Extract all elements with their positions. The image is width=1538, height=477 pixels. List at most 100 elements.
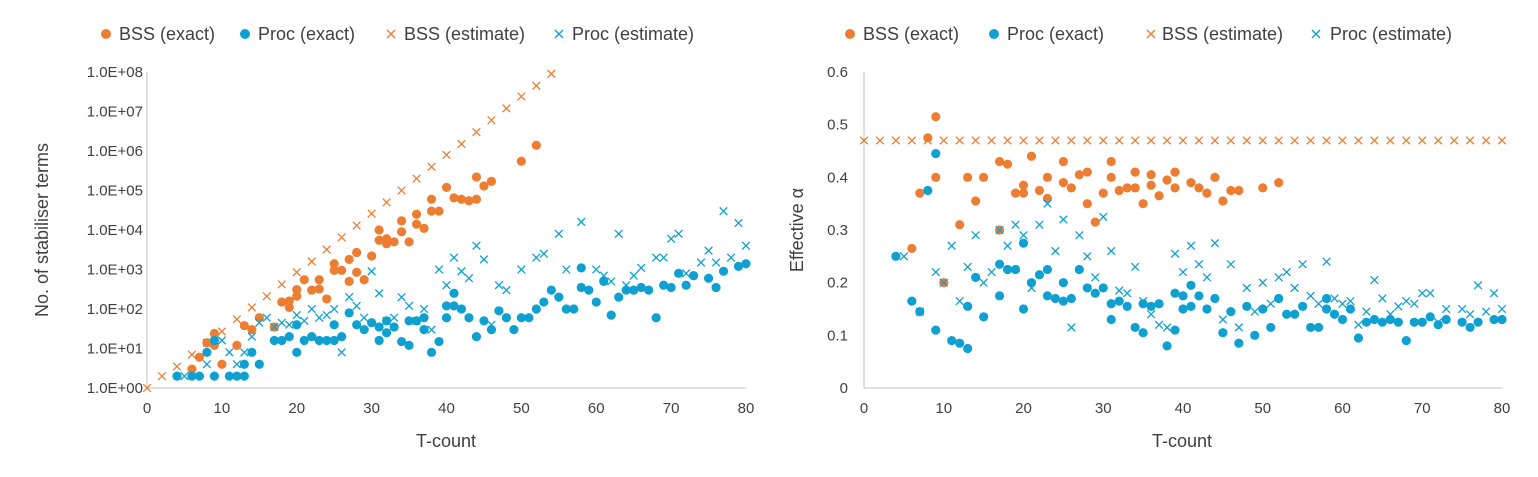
- proc-estimate-point: [299, 316, 309, 326]
- bss-exact-point: [1106, 172, 1116, 182]
- bss-exact-point: [471, 172, 482, 182]
- proc-estimate-point: [247, 332, 257, 341]
- bss-estimate-point: [1162, 136, 1172, 145]
- proc-exact-point: [963, 343, 973, 354]
- proc-estimate-point: [606, 277, 616, 286]
- x-tick-label: 60: [1334, 400, 1351, 417]
- x-tick-label: 30: [1095, 400, 1112, 417]
- bss-exact-point: [971, 196, 981, 206]
- bss-exact-point: [479, 181, 489, 191]
- proc-exact-point: [1242, 301, 1252, 311]
- proc-exact-point: [644, 285, 654, 295]
- bss-exact-point: [277, 297, 287, 307]
- bss-estimate-point: [1386, 136, 1395, 145]
- x-tick-label: 50: [1254, 400, 1271, 417]
- bss-estimate-point: [875, 136, 885, 145]
- y-tick-label: 0.2: [827, 275, 848, 292]
- proc-exact-point: [1178, 304, 1188, 314]
- proc-exact-point: [202, 347, 212, 357]
- legend-marker-bss-exact-right: [845, 29, 855, 39]
- proc-exact-point: [344, 308, 354, 318]
- proc-exact-point: [703, 273, 714, 283]
- proc-exact-point: [1497, 314, 1507, 325]
- legend-marker-proc-exact: [240, 29, 250, 39]
- y-tick-label: 1.0E+02: [87, 301, 143, 318]
- bss-exact-point: [411, 209, 422, 219]
- bss-estimate-point: [277, 280, 287, 289]
- proc-exact-point: [1361, 317, 1372, 327]
- proc-estimate-point: [614, 229, 623, 239]
- y-tick-label: 1.0E+05: [87, 183, 143, 200]
- bss-exact-point: [419, 223, 429, 233]
- x-tick-label: 50: [513, 400, 530, 417]
- proc-estimate-point: [277, 318, 287, 327]
- proc-estimate-point: [1170, 249, 1180, 258]
- proc-exact-point: [194, 371, 205, 381]
- bss-estimate-point: [412, 174, 421, 183]
- y-tick-label: 1.0E+06: [87, 143, 143, 160]
- y-tick-label: 1.0E+03: [87, 262, 143, 279]
- proc-exact-point: [486, 325, 497, 335]
- bss-estimate-point: [1465, 136, 1475, 145]
- proc-estimate-point: [1489, 288, 1499, 298]
- proc-estimate-point: [704, 246, 713, 255]
- bss-estimate-point: [1114, 136, 1124, 145]
- bss-exact-point: [456, 194, 467, 204]
- bss-exact-point: [1058, 178, 1068, 188]
- proc-estimate-point: [479, 255, 489, 264]
- bss-exact-point: [344, 254, 354, 265]
- proc-estimate-point: [202, 359, 212, 369]
- y-tick-label: 1.0E+07: [87, 104, 143, 121]
- proc-exact-point: [718, 266, 729, 276]
- bss-exact-point: [396, 227, 407, 237]
- proc-estimate-point: [577, 217, 586, 227]
- bss-exact-point: [239, 320, 249, 331]
- bss-estimate-point: [352, 221, 361, 230]
- proc-estimate-point: [532, 253, 541, 262]
- proc-estimate-point: [502, 285, 511, 295]
- proc-estimate-point: [457, 267, 466, 276]
- bss-exact-point: [994, 156, 1005, 167]
- x-tick-label: 80: [738, 400, 755, 417]
- proc-exact-point: [359, 325, 369, 335]
- proc-exact-point: [606, 310, 616, 320]
- proc-estimate-point: [487, 320, 496, 329]
- bss-exact-point: [322, 294, 332, 304]
- proc-estimate-point: [1106, 246, 1116, 256]
- bss-estimate-point: [1306, 136, 1315, 145]
- proc-estimate-point: [397, 292, 406, 302]
- proc-exact-point: [907, 296, 917, 306]
- bss-estimate-point: [502, 104, 511, 113]
- proc-estimate-point: [1465, 310, 1475, 319]
- proc-exact-point: [239, 359, 249, 369]
- proc-exact-point: [1058, 278, 1068, 288]
- bss-exact-point: [1146, 170, 1156, 180]
- proc-estimate-point: [1378, 294, 1387, 303]
- proc-exact-point: [389, 322, 399, 332]
- legend-label-proc-exact-right: Proc (exact): [1007, 24, 1104, 44]
- chart-effective-alpha-marks: [859, 112, 1507, 354]
- bss-estimate-point: [1067, 136, 1076, 145]
- x-tick-label: 20: [1015, 400, 1032, 417]
- proc-exact-point: [1465, 322, 1475, 333]
- bss-exact-point: [396, 216, 407, 226]
- bss-exact-point: [1034, 185, 1045, 196]
- proc-estimate-point: [674, 229, 683, 239]
- bss-exact-point: [314, 275, 324, 285]
- x-tick-label: 70: [1414, 400, 1431, 417]
- proc-estimate-point: [1067, 323, 1076, 332]
- bss-estimate-point: [262, 292, 272, 301]
- x-tick-label: 10: [935, 400, 952, 417]
- bss-estimate-point: [1210, 136, 1220, 145]
- proc-exact-point: [449, 301, 459, 311]
- proc-estimate-point: [270, 322, 279, 332]
- proc-exact-point: [1274, 293, 1284, 304]
- bss-exact-point: [187, 364, 197, 374]
- proc-exact-point: [1074, 264, 1084, 275]
- proc-exact-point: [1234, 338, 1244, 348]
- chart-effective-alpha: 0 10 20 30 40 50 60 70 80 0 0.1 0.2 0.3 0.4 0.5 0.6 T-c…: [787, 64, 1510, 451]
- legend-marker-bss-estimate: [386, 29, 396, 39]
- proc-estimate-point: [1274, 273, 1283, 282]
- proc-estimate-point: [1098, 212, 1108, 222]
- proc-exact-point: [292, 320, 302, 330]
